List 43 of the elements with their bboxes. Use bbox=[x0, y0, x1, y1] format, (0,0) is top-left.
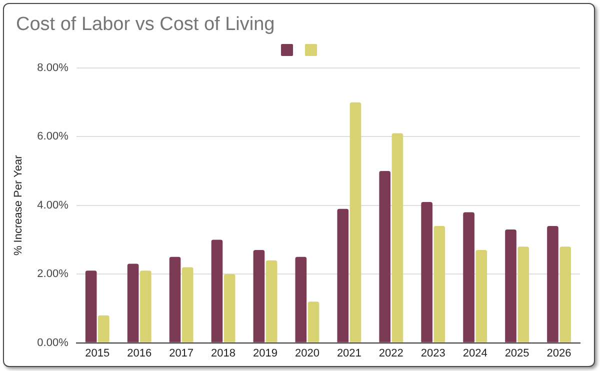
bar bbox=[560, 246, 571, 342]
bar bbox=[421, 202, 432, 342]
y-tick-label: 0.00% bbox=[37, 336, 69, 349]
bar bbox=[518, 246, 530, 342]
bar bbox=[266, 260, 278, 342]
x-tick-label: 2015 bbox=[85, 347, 110, 360]
bar bbox=[308, 302, 320, 342]
bar bbox=[337, 208, 349, 342]
bar bbox=[182, 267, 194, 342]
x-tick-label: 2021 bbox=[336, 347, 362, 360]
y-tick-label: 4.00% bbox=[37, 199, 69, 212]
y-axis-title: % Increase Per Year bbox=[12, 154, 25, 256]
x-tick-label: 2026 bbox=[546, 347, 572, 360]
x-tick-label: 2016 bbox=[127, 347, 152, 360]
bar bbox=[140, 270, 152, 342]
bar bbox=[379, 171, 391, 342]
x-tick-label: 2019 bbox=[253, 347, 278, 360]
bar bbox=[392, 133, 404, 342]
y-tick-label: 8.00% bbox=[37, 62, 69, 74]
bar bbox=[85, 270, 97, 342]
bar bbox=[547, 226, 558, 342]
x-tick-label: 2025 bbox=[504, 347, 530, 360]
x-tick-label: 2024 bbox=[462, 347, 488, 360]
bar bbox=[127, 264, 139, 342]
y-tick-label: 2.00% bbox=[37, 268, 69, 280]
bar bbox=[295, 256, 307, 342]
x-tick-label: 2018 bbox=[211, 347, 236, 360]
bar bbox=[224, 274, 236, 342]
bar bbox=[253, 250, 265, 342]
x-tick-label: 2023 bbox=[420, 347, 446, 360]
bar bbox=[463, 212, 474, 342]
x-tick-label: 2022 bbox=[378, 347, 404, 360]
bar bbox=[505, 229, 516, 342]
x-tick-label: 2020 bbox=[294, 347, 320, 360]
bar bbox=[350, 102, 362, 342]
bar bbox=[476, 250, 488, 342]
chart-title: Cost of Labor vs Cost of Living bbox=[16, 14, 275, 36]
bar bbox=[434, 226, 446, 342]
bar bbox=[211, 240, 223, 342]
y-tick-label: 6.00% bbox=[37, 130, 69, 143]
bar bbox=[169, 256, 181, 342]
bar bbox=[98, 315, 110, 342]
x-tick-label: 2017 bbox=[169, 347, 194, 360]
